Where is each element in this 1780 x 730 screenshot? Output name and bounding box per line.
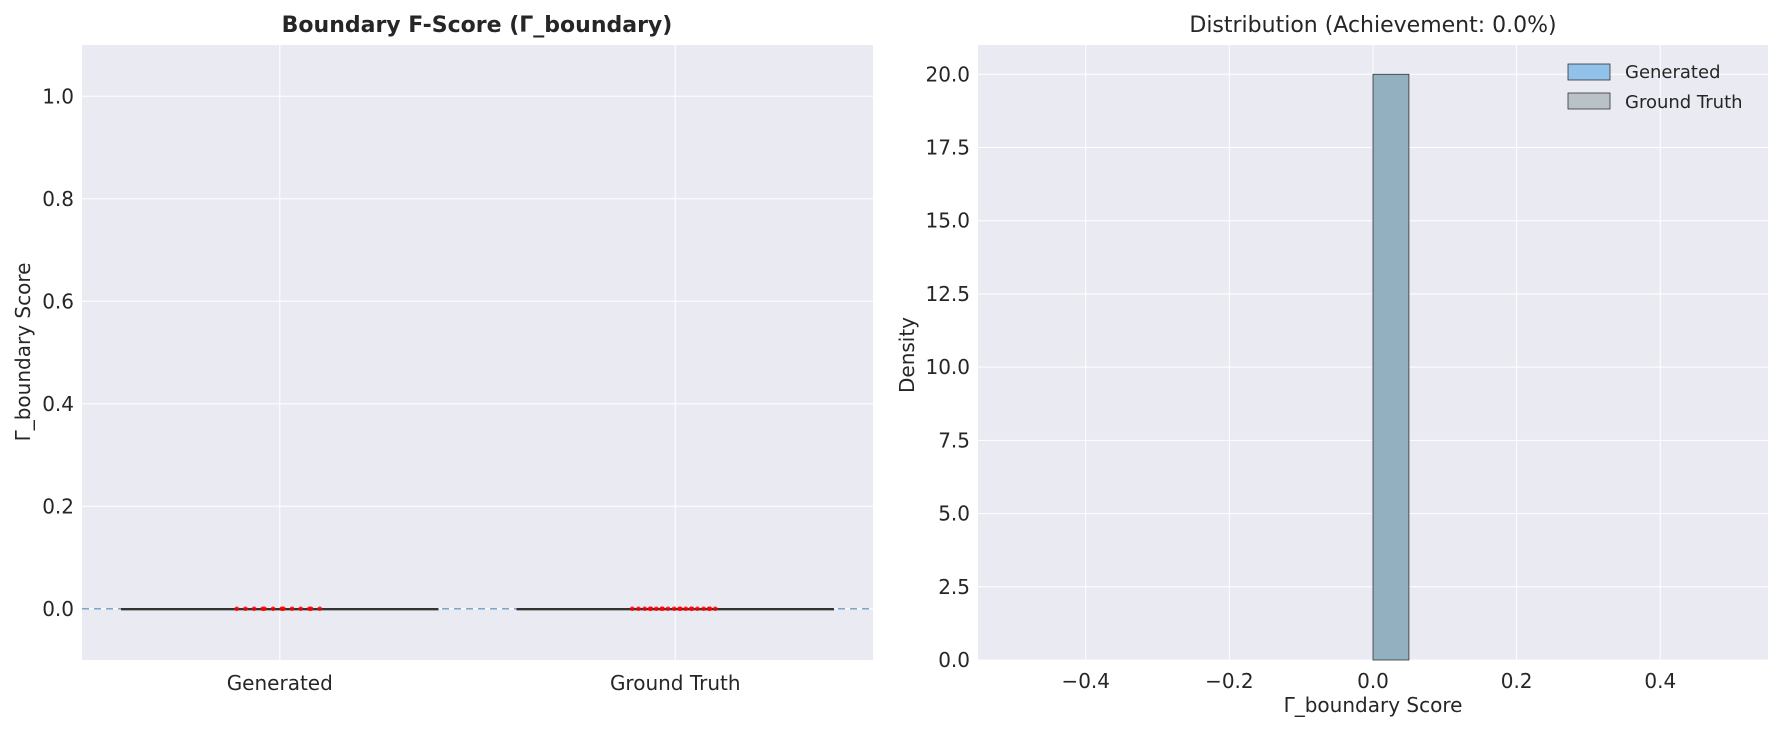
boxplot-point — [659, 606, 665, 612]
histogram-y-tick-label: 5.0 — [938, 502, 970, 526]
boxplot-point — [308, 606, 314, 612]
boxplot-x-tick-label: Generated — [227, 671, 333, 695]
histogram-x-ticks: −0.4 −0.2 0.0 0.2 0.4 — [1061, 669, 1676, 693]
boxplot-y-tick-label: 0.4 — [42, 392, 74, 416]
boxplot-y-tick-label: 1.0 — [42, 84, 74, 108]
histogram-y-ticks: 0.0 2.5 5.0 7.5 10.0 12.5 15.0 17.5 20.0 — [925, 62, 970, 672]
boxplot-title: Boundary F-Score (Γ_boundary) — [282, 13, 673, 38]
boxplot-point — [654, 606, 659, 612]
boxplot-marks — [82, 606, 873, 612]
boxplot-plot-area — [82, 45, 873, 660]
histogram-y-tick-label: 7.5 — [938, 428, 970, 452]
boxplot-point — [683, 606, 689, 612]
boxplot-point — [234, 606, 240, 612]
boxplot-point — [251, 606, 257, 612]
boxplot-x-ticks: Generated Ground Truth — [227, 671, 741, 695]
histogram-y-tick-label: 10.0 — [925, 355, 970, 379]
boxplot-panel: 0.0 0.2 0.4 0.6 0.8 1.0 Generated Ground Truth… — [11, 13, 873, 695]
boxplot-point — [317, 606, 323, 612]
histogram-y-tick-label: 12.5 — [925, 282, 970, 306]
boxplot-point — [636, 606, 641, 612]
boxplot-point — [642, 606, 647, 612]
boxplot-y-axis-label: Γ_boundary Score — [11, 263, 35, 442]
histogram-bar — [1372, 73, 1410, 661]
histogram-x-tick-label: 0.4 — [1644, 669, 1676, 693]
histogram-x-axis-label: Γ_boundary Score — [1284, 693, 1463, 717]
legend-swatch-ground-truth — [1567, 92, 1611, 110]
boxplot-point — [706, 606, 712, 612]
histogram-x-tick-label: 0.2 — [1501, 669, 1533, 693]
boxplot-y-tick-label: 0.8 — [42, 187, 74, 211]
boxplot-point — [281, 606, 286, 612]
boxplot-point — [262, 606, 267, 612]
histogram-legend: Generated Ground Truth — [1567, 62, 1743, 113]
histogram-x-tick-label: −0.4 — [1061, 669, 1110, 693]
histogram-x-tick-label: 0.0 — [1357, 669, 1389, 693]
histogram-x-tick-label: −0.2 — [1205, 669, 1254, 693]
boxplot-y-tick-label: 0.0 — [42, 597, 74, 621]
histogram-y-tick-label: 20.0 — [925, 62, 970, 86]
boxplot-point — [665, 606, 671, 612]
histogram-y-axis-label: Density — [895, 317, 919, 393]
boxplot-y-ticks: 0.0 0.2 0.4 0.6 0.8 1.0 — [42, 84, 74, 621]
boxplot-point — [289, 606, 295, 612]
histogram-y-tick-label: 17.5 — [925, 136, 970, 160]
legend-label-generated: Generated — [1625, 62, 1721, 83]
boxplot-point — [671, 606, 677, 612]
boxplot-y-tick-label: 0.6 — [42, 289, 74, 313]
histogram-y-tick-label: 15.0 — [925, 209, 970, 233]
boxplot-point — [688, 606, 694, 612]
boxplot-point — [695, 606, 700, 612]
legend-swatch-generated — [1567, 63, 1611, 81]
histogram-bars — [1372, 73, 1410, 661]
boxplot-point — [712, 606, 718, 612]
boxplot-point — [677, 606, 682, 612]
boxplot-gridlines — [82, 45, 873, 660]
boxplot-point — [629, 606, 635, 612]
boxplot-point — [647, 606, 653, 612]
boxplot-point — [298, 606, 304, 612]
boxplot-point — [701, 606, 706, 612]
boxplot-x-tick-label: Ground Truth — [610, 671, 741, 695]
histogram-y-tick-label: 0.0 — [938, 648, 970, 672]
boxplot-point — [270, 606, 276, 612]
histogram-panel: 0.02.55.07.510.012.515.017.520.0 −0.4 −0.… — [895, 13, 1768, 717]
boxplot-point — [243, 606, 248, 612]
legend-label-ground-truth: Ground Truth — [1625, 92, 1743, 113]
boxplot-y-tick-label: 0.2 — [42, 494, 74, 518]
histogram-y-tick-label: 2.5 — [938, 575, 970, 599]
histogram-title: Distribution (Achievement: 0.0%) — [1189, 13, 1556, 38]
